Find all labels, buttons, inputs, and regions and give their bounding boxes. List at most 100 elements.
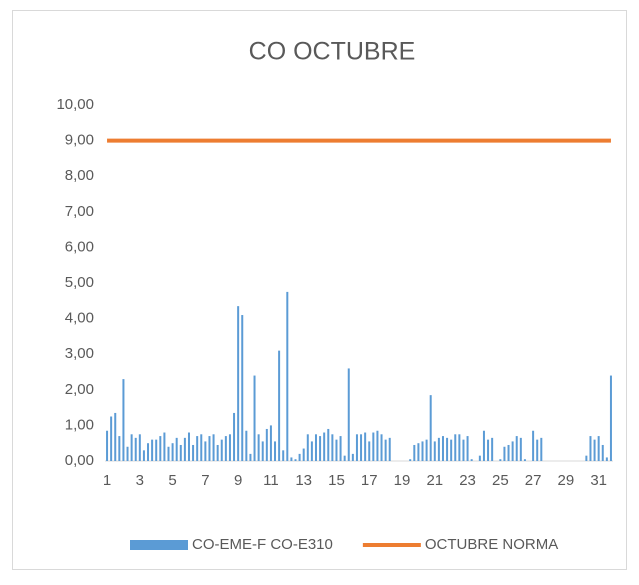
bar [384,439,387,461]
bar [167,446,170,461]
bar [208,436,211,461]
bar [241,315,244,461]
legend-label: CO-EME-F CO-E310 [192,536,333,553]
bar [122,379,125,461]
bar [290,457,293,461]
bar [147,443,150,461]
x-tick-label: 25 [492,472,509,489]
bar [491,437,494,461]
y-tick-label: 10,00 [56,96,94,113]
y-tick-label: 3,00 [65,345,94,362]
bar [110,416,113,461]
bar [507,444,510,461]
bar [265,428,268,461]
x-tick-label: 27 [525,472,542,489]
bar [204,441,207,461]
bar [347,368,350,461]
bar [151,439,154,461]
bar [536,439,539,461]
bar [179,444,182,461]
bar [183,437,186,461]
bar [171,443,174,461]
bar [532,430,535,461]
bar [253,375,256,461]
bar [417,443,420,461]
bar [319,436,322,461]
bar [585,455,588,461]
bar [237,306,240,461]
bar [294,459,297,461]
bar [437,437,440,461]
bar [282,450,285,461]
bar [155,439,158,461]
y-tick-label: 8,00 [65,167,94,184]
x-tick-label: 5 [168,472,176,489]
y-tick-label: 0,00 [65,452,94,469]
bar [409,459,412,461]
x-tick-label: 3 [136,472,144,489]
bar [523,459,526,461]
bar [503,446,506,461]
bar [609,375,612,461]
bar [331,434,334,461]
bar [106,430,109,461]
bar [134,437,137,461]
chart-title: CO OCTUBRE [249,38,416,66]
bar [597,436,600,461]
bar [220,439,223,461]
x-tick-label: 31 [590,472,607,489]
y-tick-label: 2,00 [65,381,94,398]
y-tick-label: 1,00 [65,416,94,433]
bar [364,432,367,461]
bar [454,434,457,461]
bar [601,444,604,461]
bar [368,441,371,461]
bar [499,459,502,461]
bar [302,448,305,461]
bar [114,412,117,461]
legend-label: OCTUBRE NORMA [425,536,558,553]
bar [413,444,416,461]
bar [478,455,481,461]
bar [278,350,281,461]
bar [323,432,326,461]
bar [130,434,133,461]
bar [163,432,166,461]
bar [462,439,465,461]
bar [216,444,219,461]
bar [515,436,518,461]
bar [200,434,203,461]
bar [388,437,391,461]
bar [212,434,215,461]
bar [159,436,162,461]
x-tick-label: 9 [234,472,242,489]
bar [487,439,490,461]
bar [540,437,543,461]
bar [224,436,227,461]
x-tick-label: 1 [103,472,111,489]
bar [482,430,485,461]
bar [187,432,190,461]
bar [228,434,231,461]
bar [126,446,129,461]
bar [446,437,449,461]
bar [372,432,375,461]
y-tick-label: 6,00 [65,238,94,255]
bar [450,439,453,461]
bar [118,436,121,461]
x-tick-label: 7 [201,472,209,489]
bar [360,434,363,461]
bar [343,455,346,461]
bar [286,291,289,461]
y-tick-label: 5,00 [65,274,94,291]
bar [589,436,592,461]
x-tick-label: 11 [263,472,279,489]
bar [376,430,379,461]
bar [175,437,178,461]
bar [138,434,141,461]
y-tick-label: 4,00 [65,310,94,327]
bar [335,439,338,461]
bar [257,434,260,461]
bar [327,428,330,461]
